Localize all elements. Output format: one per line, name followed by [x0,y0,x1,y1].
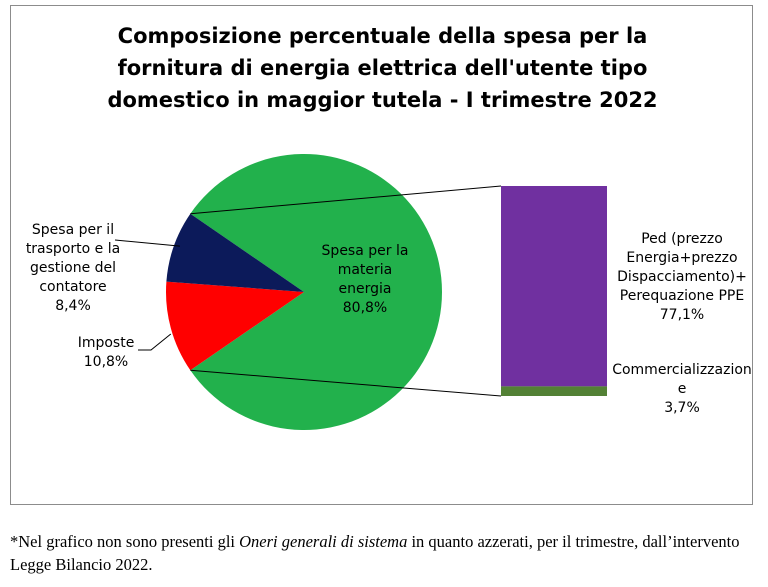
pie-label-trasporto-line: Spesa per il [32,222,114,238]
bar-label-ped-line: Energia+prezzo [626,250,737,266]
pie-label-imposte: Imposte 10,8% [78,335,135,370]
chart-frame: Composizione percentuale della spesa per… [10,5,753,505]
pie-slice-materia-energia [190,154,442,430]
bar-label-commercializzazione-line: 3,7% [664,400,700,416]
pie-of-bar-chart: Spesa per la materia energia 80,8% Imposte 10… [26,154,752,430]
footnote-text: *Nel grafico non sono presenti gli [10,532,240,551]
pie-label-materia-energia-line: 80,8% [343,300,387,316]
pie-label-materia-energia-line: energia [339,281,392,297]
chart-title-line: Composizione percentuale della spesa per… [117,24,648,48]
leader-line-trasporto [114,239,180,247]
footnote-text-end: in quanto azzerati, per il trimestre, da… [10,532,740,574]
bar-label-ped-line: Perequazione PPE [620,288,744,304]
pie-label-trasporto-line: trasporto e la [26,241,120,257]
bar-label-ped-line: 77,1% [660,307,704,323]
pie-label-imposte-line: 10,8% [84,354,128,370]
pie-label-trasporto: Spesa per il trasporto e la gestione del co… [26,222,120,314]
bar-label-ped: Ped (prezzo Energia+prezzo Dispacciamento)… [617,231,747,323]
pie-label-trasporto-line: 8,4% [55,298,91,314]
pie-label-materia-energia-line: Spesa per la [322,243,409,259]
footnote: *Nel grafico non sono presenti gli Oneri… [10,530,750,576]
bar-label-ped-line: Ped (prezzo [641,231,723,247]
pie-slice-imposte [165,281,304,371]
pie-label-materia-energia: Spesa per la materia energia 80,8% [322,243,409,316]
chart-title-line: fornitura di energia elettrica dell'uten… [117,56,648,80]
leader-line-imposte [138,333,172,351]
pie-label-trasporto-line: contatore [39,279,106,295]
chart-title: Composizione percentuale della spesa per… [11,20,754,116]
connector-line-top [190,185,502,215]
connector-line-bottom [190,369,502,397]
bar-label-ped-line: Dispacciamento)+ [617,269,747,285]
bar-label-commercializzazione-line: e [678,381,687,397]
pie-label-materia-energia-line: materia [338,262,393,278]
bar-segment-ped [501,186,607,387]
bar-segment-commercializzazione [501,386,607,396]
footnote-italic: Oneri generali di sistema [239,532,408,551]
bar-label-commercializzazione: Commercializzazion e 3,7% [612,362,752,416]
pie-label-imposte-line: Imposte [78,335,135,351]
bar-label-commercializzazione-line: Commercializzazion [612,362,752,378]
pie-label-trasporto-line: gestione del [30,260,116,276]
pie-slice-trasporto [166,213,304,292]
chart-title-line: domestico in maggior tutela - I trimestr… [107,88,658,112]
